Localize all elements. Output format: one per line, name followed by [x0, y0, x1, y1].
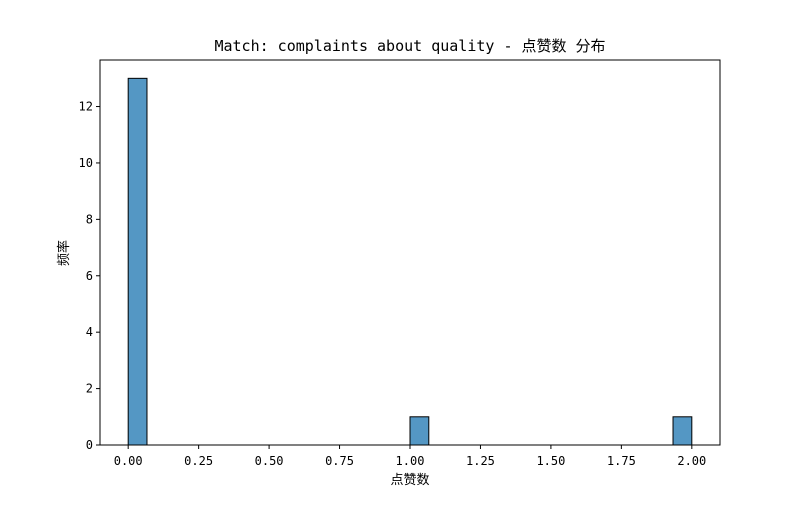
y-axis-label: 频率: [56, 240, 72, 266]
x-axis-label: 点赞数: [390, 473, 429, 488]
y-tick-label: 8: [86, 212, 93, 226]
x-tick-label: 0.50: [255, 454, 284, 468]
x-tick-label: 0.75: [325, 454, 354, 468]
x-tick-label: 2.00: [677, 454, 706, 468]
x-tick-label: 1.00: [396, 454, 425, 468]
y-tick-label: 0: [86, 438, 93, 452]
plot-frame: [99, 59, 721, 446]
histogram-bar-2: [672, 416, 693, 446]
y-axis-ticks: 0 2 4 6 8 10 12: [79, 100, 100, 452]
histogram-bar-1: [409, 416, 430, 446]
x-tick-label: 0.00: [114, 454, 143, 468]
x-axis-ticks: 0.00 0.25 0.50 0.75 1.00 1.25 1.50 1.75 2.00: [114, 445, 706, 468]
x-tick-label: 0.25: [184, 454, 213, 468]
y-tick-label: 12: [79, 100, 93, 114]
x-tick-label: 1.50: [536, 454, 565, 468]
y-tick-label: 6: [86, 269, 93, 283]
x-tick-label: 1.25: [466, 454, 495, 468]
chart-title: Match: complaints about quality - 点赞数 分布: [214, 37, 605, 55]
histogram-bar-0: [127, 77, 148, 446]
y-tick-label: 10: [79, 156, 93, 170]
y-tick-label: 4: [86, 325, 93, 339]
y-tick-label: 2: [86, 382, 93, 396]
bars-layer: [127, 77, 693, 446]
x-tick-label: 1.75: [607, 454, 636, 468]
